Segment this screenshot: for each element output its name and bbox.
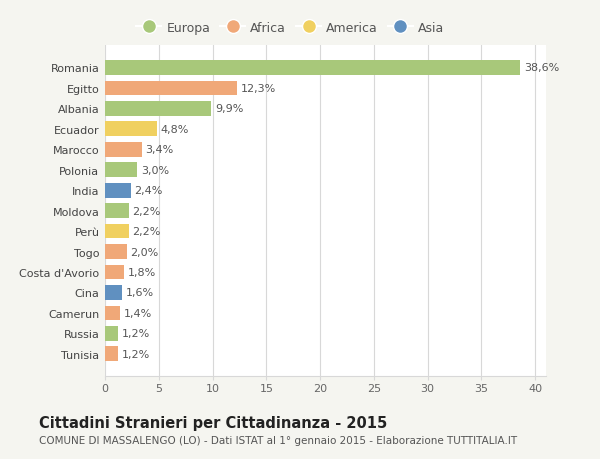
Text: COMUNE DI MASSALENGO (LO) - Dati ISTAT al 1° gennaio 2015 - Elaborazione TUTTITA: COMUNE DI MASSALENGO (LO) - Dati ISTAT a… xyxy=(39,435,517,445)
Bar xyxy=(105,204,128,218)
Text: 2,2%: 2,2% xyxy=(133,227,161,236)
Text: 3,0%: 3,0% xyxy=(141,165,169,175)
Bar xyxy=(105,61,520,76)
Text: 1,2%: 1,2% xyxy=(122,329,150,339)
Bar xyxy=(105,143,142,157)
Text: 12,3%: 12,3% xyxy=(241,84,277,94)
Bar xyxy=(105,81,238,96)
Bar xyxy=(105,102,211,117)
Legend: Europa, Africa, America, Asia: Europa, Africa, America, Asia xyxy=(134,19,446,37)
Text: 1,4%: 1,4% xyxy=(124,308,152,318)
Text: 1,8%: 1,8% xyxy=(128,268,157,277)
Bar xyxy=(105,265,124,280)
Text: 4,8%: 4,8% xyxy=(160,124,189,134)
Bar xyxy=(105,245,127,259)
Bar xyxy=(105,184,131,198)
Text: Cittadini Stranieri per Cittadinanza - 2015: Cittadini Stranieri per Cittadinanza - 2… xyxy=(39,415,387,431)
Text: 1,2%: 1,2% xyxy=(122,349,150,359)
Text: 38,6%: 38,6% xyxy=(524,63,559,73)
Text: 2,0%: 2,0% xyxy=(130,247,158,257)
Bar xyxy=(105,306,120,320)
Bar xyxy=(105,326,118,341)
Bar xyxy=(105,224,128,239)
Text: 1,6%: 1,6% xyxy=(126,288,154,298)
Text: 3,4%: 3,4% xyxy=(145,145,173,155)
Bar xyxy=(105,285,122,300)
Bar xyxy=(105,122,157,137)
Bar xyxy=(105,347,118,361)
Text: 2,2%: 2,2% xyxy=(133,206,161,216)
Bar xyxy=(105,163,137,178)
Text: 2,4%: 2,4% xyxy=(134,186,163,196)
Text: 9,9%: 9,9% xyxy=(215,104,244,114)
